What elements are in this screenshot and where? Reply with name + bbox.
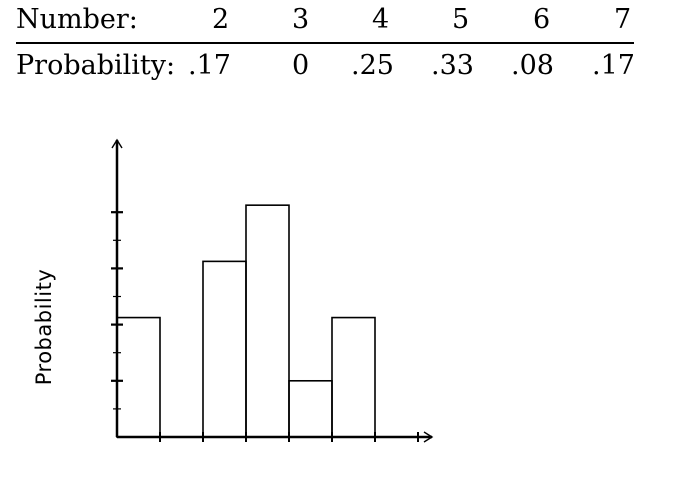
row-label-number: Number: <box>16 4 138 35</box>
number-cell: 4 <box>372 4 390 35</box>
bar <box>331 316 376 438</box>
bar <box>202 260 247 438</box>
y-axis-label: Probability <box>32 268 56 386</box>
row-label-probability: Probability: <box>16 50 176 81</box>
probability-cell: .17 <box>592 50 635 81</box>
bar <box>116 316 161 438</box>
probability-table: Number: 2 3 4 5 6 7 Probability: .17 0 .… <box>0 0 689 100</box>
bar <box>245 204 290 438</box>
number-cell: 5 <box>452 4 470 35</box>
y-axis-arrow <box>111 138 123 149</box>
table-divider <box>16 42 634 44</box>
probability-cell: .33 <box>431 50 474 81</box>
probability-cell: .25 <box>351 50 394 81</box>
probability-cell: .08 <box>511 50 554 81</box>
probability-cell: 0 <box>292 50 310 81</box>
number-cell: 6 <box>533 4 551 35</box>
probability-cell: .17 <box>188 50 231 81</box>
x-axis-arrow <box>423 431 434 443</box>
number-cell: 2 <box>212 4 230 35</box>
number-cell: 7 <box>614 4 632 35</box>
number-cell: 3 <box>292 4 310 35</box>
bar <box>288 379 333 438</box>
